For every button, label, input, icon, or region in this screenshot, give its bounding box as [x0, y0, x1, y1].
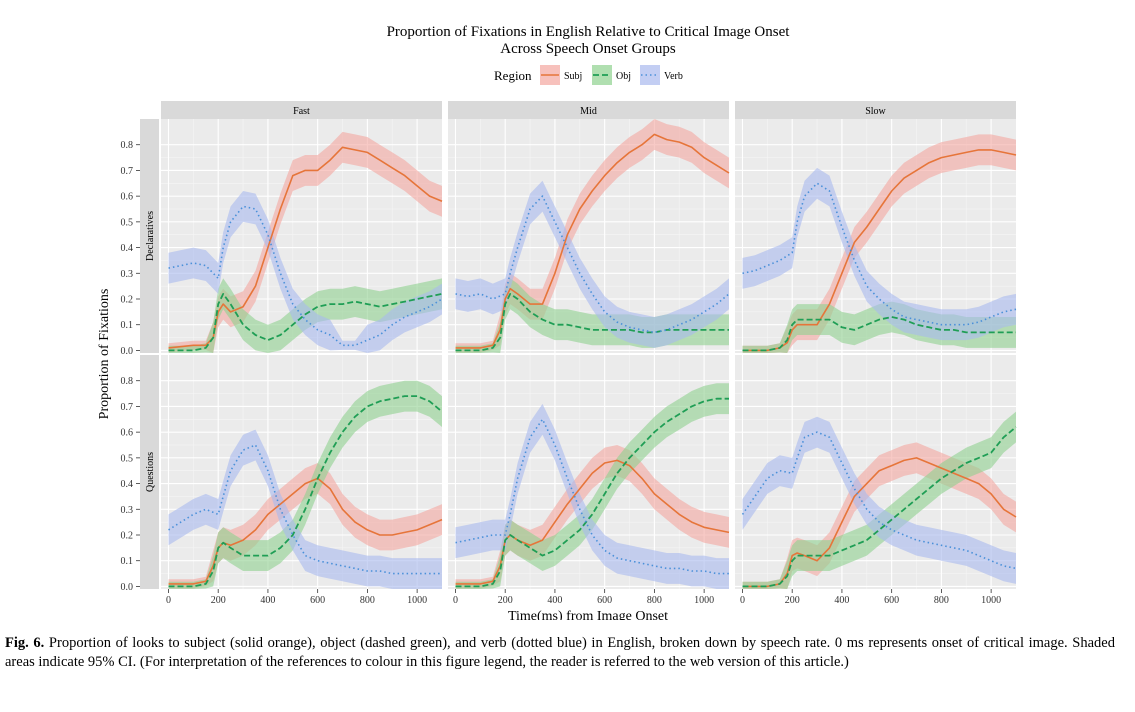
series-line-verb	[742, 182, 1017, 326]
row-strip-declaratives	[140, 119, 159, 353]
legend-item-verb: Verb	[640, 65, 683, 85]
x-tick-label: 600	[597, 595, 612, 606]
figure-caption: Fig. 6. Proportion of looks to subject (…	[5, 634, 1115, 672]
y-tick-label: 0.6	[121, 192, 134, 203]
column-label-fast: Fast	[293, 106, 310, 117]
chart-subtitle: Across Speech Onset Groups	[500, 41, 676, 57]
x-tick-label: 200	[211, 595, 226, 606]
row-strip-questions	[140, 355, 159, 589]
x-tick-label: 400	[260, 595, 275, 606]
x-tick-label: 1000	[694, 595, 714, 606]
faceted-line-chart: Proportion of Fixations in English Relat…	[97, 24, 1017, 620]
y-tick-label: 0.8	[121, 376, 134, 387]
chart-title: Proportion of Fixations in English Relat…	[387, 24, 791, 40]
caption-label: Fig. 6.	[5, 635, 45, 651]
ci-ribbon-verb	[168, 191, 442, 353]
panel-questions-slow: 0 200 400 600 800 1000	[735, 355, 1017, 606]
column-label-slow: Slow	[865, 106, 886, 117]
y-tick-label: 0.4	[121, 243, 134, 254]
panel-questions-fast: 0 200 400 600 800 1000 0.0 0.1 0.2 0.3 0.4 0.5 0.6 0.…	[121, 355, 443, 606]
x-tick-label: 600	[884, 595, 899, 606]
legend-item-subj: Subj	[540, 65, 582, 85]
y-tick-label: 0.0	[121, 582, 134, 593]
x-tick-label: 200	[785, 595, 800, 606]
x-tick-label: 600	[310, 595, 325, 606]
x-tick-label: 0	[740, 595, 745, 606]
y-tick-label: 0.5	[121, 217, 134, 228]
x-tick-label: 400	[834, 595, 849, 606]
series-line-obj	[455, 292, 729, 352]
legend: Region Subj Obj Verb	[494, 65, 683, 85]
legend-label-verb: Verb	[664, 71, 683, 82]
y-tick-label: 0.1	[121, 556, 134, 567]
y-tick-label: 0.3	[121, 269, 134, 280]
y-tick-label: 0.4	[121, 479, 134, 490]
series-line-verb	[168, 444, 442, 575]
panel-questions-mid: 0 200 400 600 800 1000	[448, 355, 730, 606]
series-line-verb	[741, 431, 1017, 570]
x-tick-label: 1000	[981, 595, 1001, 606]
series-line-subj	[742, 457, 1017, 588]
x-tick-label: 0	[166, 595, 171, 606]
x-tick-label: 1000	[407, 595, 427, 606]
panel-declaratives-mid	[448, 119, 730, 353]
series-line-obj	[168, 395, 443, 588]
ci-ribbon-verb	[742, 416, 1016, 584]
legend-item-obj: Obj	[592, 65, 631, 85]
legend-title: Region	[494, 68, 532, 83]
ci-ribbon-verb	[455, 180, 729, 348]
legend-label-subj: Subj	[564, 71, 582, 82]
x-tick-label: 200	[498, 595, 513, 606]
panel-declaratives-slow	[735, 119, 1017, 353]
y-tick-label: 0.5	[121, 453, 134, 464]
panel-declaratives-fast: 0.0 0.1 0.2 0.3 0.4 0.5 0.6 0.7 0.8	[121, 119, 443, 357]
column-strip-fast	[161, 101, 442, 119]
series-line-subj	[168, 146, 443, 349]
y-tick-label: 0.8	[121, 140, 134, 151]
series-line-obj	[168, 292, 443, 352]
column-strip-mid	[448, 101, 729, 119]
ci-ribbon-verb	[168, 429, 442, 589]
x-tick-label: 400	[547, 595, 562, 606]
y-tick-label: 0.7	[121, 166, 134, 177]
x-axis-title: Time(ms) from Image Onset	[508, 609, 668, 620]
series-line-subj	[742, 149, 1017, 352]
ci-ribbon-obj	[742, 411, 1016, 589]
x-tick-label: 0	[453, 595, 458, 606]
ci-ribbon-subj	[168, 131, 442, 353]
ci-ribbon-obj	[455, 383, 729, 589]
y-tick-label: 0.6	[121, 428, 134, 439]
y-tick-label: 0.7	[121, 402, 134, 413]
legend-label-obj: Obj	[616, 71, 631, 82]
x-tick-label: 800	[360, 595, 375, 606]
series-line-subj	[455, 459, 730, 585]
y-tick-label: 0.1	[121, 320, 134, 331]
y-tick-label: 0.2	[121, 295, 134, 306]
y-tick-label: 0.3	[121, 505, 134, 516]
row-label-declaratives: Declaratives	[145, 211, 156, 261]
ci-ribbon-subj	[742, 134, 1016, 353]
x-tick-label: 800	[647, 595, 662, 606]
caption-text: Proportion of looks to subject (solid or…	[5, 635, 1115, 670]
ci-ribbon-verb	[455, 403, 729, 589]
series-line-obj	[455, 397, 729, 588]
series-line-verb	[455, 195, 730, 334]
series-line-obj	[742, 426, 1017, 588]
y-tick-label: 0.2	[121, 531, 134, 542]
y-tick-label: 0.0	[121, 346, 134, 357]
ci-ribbon-obj	[168, 380, 442, 589]
ci-ribbon-verb	[742, 167, 1016, 341]
y-axis-title: Proportion of Fixations	[97, 289, 112, 420]
column-label-mid: Mid	[580, 106, 597, 117]
column-strip-slow	[735, 101, 1016, 119]
x-tick-label: 800	[934, 595, 949, 606]
row-label-questions: Questions	[145, 452, 156, 492]
